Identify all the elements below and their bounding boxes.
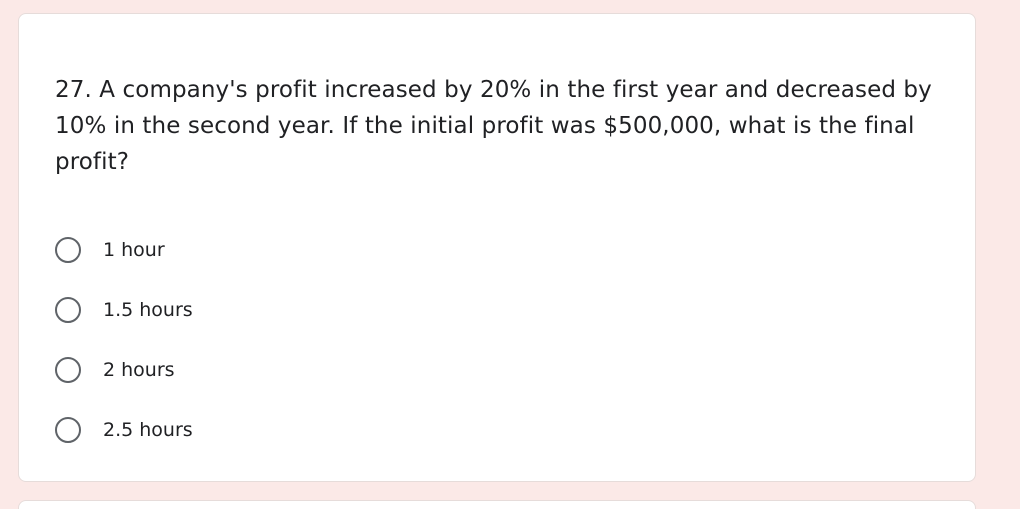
question-card: 27. A company's profit increased by 20% … [18,13,976,482]
option-1-5-hours[interactable]: 1.5 hours [55,280,655,340]
radio-button-icon[interactable] [55,417,81,443]
radio-button-icon[interactable] [55,297,81,323]
radio-button-icon[interactable] [55,357,81,383]
option-2-hours[interactable]: 2 hours [55,340,655,400]
option-label: 1 hour [103,239,165,261]
option-label: 1.5 hours [103,299,193,321]
option-2-5-hours[interactable]: 2.5 hours [55,400,655,460]
option-label: 2.5 hours [103,419,193,441]
next-question-card [18,500,976,509]
question-text: 27. A company's profit increased by 20% … [55,77,932,175]
option-label: 2 hours [103,359,175,381]
answer-options: 1 hour 1.5 hours 2 hours 2.5 hours [55,220,655,460]
option-1-hour[interactable]: 1 hour [55,220,655,280]
radio-button-icon[interactable] [55,237,81,263]
